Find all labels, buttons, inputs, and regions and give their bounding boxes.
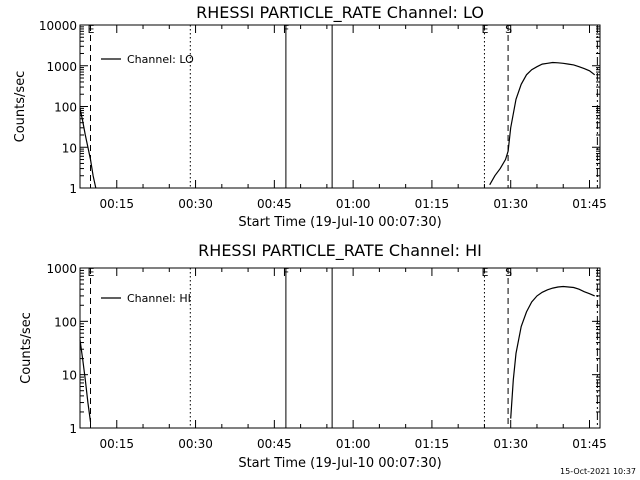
- x-tick-label: 01:45: [572, 197, 607, 211]
- y-tick-label: 10: [62, 141, 77, 155]
- series-line: [489, 61, 596, 186]
- x-tick-label: 00:45: [257, 197, 292, 211]
- event-marker: S: [505, 266, 512, 279]
- event-marker: E: [481, 266, 488, 279]
- x-tick-label: 00:15: [99, 437, 134, 451]
- x-axis-label: Start Time (19-Jul-10 00:07:30): [238, 215, 441, 230]
- event-marker: S: [505, 23, 512, 36]
- event-marker: F: [283, 266, 289, 279]
- x-tick-label: 00:15: [99, 197, 134, 211]
- x-tick-label: 01:15: [415, 437, 450, 451]
- y-axis-label: Counts/sec: [13, 71, 28, 143]
- x-tick-label: 00:30: [178, 197, 213, 211]
- x-tick-label: 01:45: [572, 437, 607, 451]
- y-tick-label: 100: [54, 101, 77, 115]
- series-line: [79, 108, 97, 189]
- x-tick-label: 01:00: [336, 437, 371, 451]
- x-tick-label: 00:30: [178, 437, 213, 451]
- series-line: [79, 339, 92, 422]
- y-axis-label: Counts/sec: [19, 312, 34, 384]
- y-tick-label: 1: [69, 422, 77, 436]
- legend-label: Channel: HI: [127, 292, 191, 305]
- y-tick-label: 1000: [46, 60, 77, 74]
- x-tick-label: 01:30: [493, 437, 528, 451]
- plot-frame: [79, 24, 601, 189]
- timestamp: 15-Oct-2021 10:37: [560, 467, 636, 476]
- y-tick-label: 10: [62, 369, 77, 383]
- x-tick-label: 01:00: [336, 197, 371, 211]
- event-marker: E: [88, 266, 95, 279]
- event-marker: F: [283, 23, 289, 36]
- y-tick-label: 10000: [39, 19, 77, 33]
- x-tick-label: 01:30: [493, 197, 528, 211]
- series-line: [510, 285, 595, 419]
- chart-title: RHESSI PARTICLE_RATE Channel: HI: [198, 241, 482, 261]
- y-tick-label: 1000: [46, 262, 77, 276]
- chart-title: RHESSI PARTICLE_RATE Channel: LO: [196, 3, 484, 23]
- plot-frame: [79, 267, 601, 429]
- y-tick-label: 100: [54, 315, 77, 329]
- legend-label: Channel: LO: [127, 53, 194, 66]
- event-marker: E: [88, 23, 95, 36]
- chart-panel-lo: RHESSI PARTICLE_RATE Channel: LO 1 10 100 10…: [13, 3, 607, 230]
- x-tick-label: 01:15: [415, 197, 450, 211]
- chart-panel-hi: RHESSI PARTICLE_RATE Channel: HI 1 10 100 10…: [19, 241, 607, 471]
- x-axis-label: Start Time (19-Jul-10 00:07:30): [238, 456, 441, 471]
- y-tick-label: 1: [69, 182, 77, 196]
- x-tick-label: 00:45: [257, 437, 292, 451]
- event-marker: E: [481, 23, 488, 36]
